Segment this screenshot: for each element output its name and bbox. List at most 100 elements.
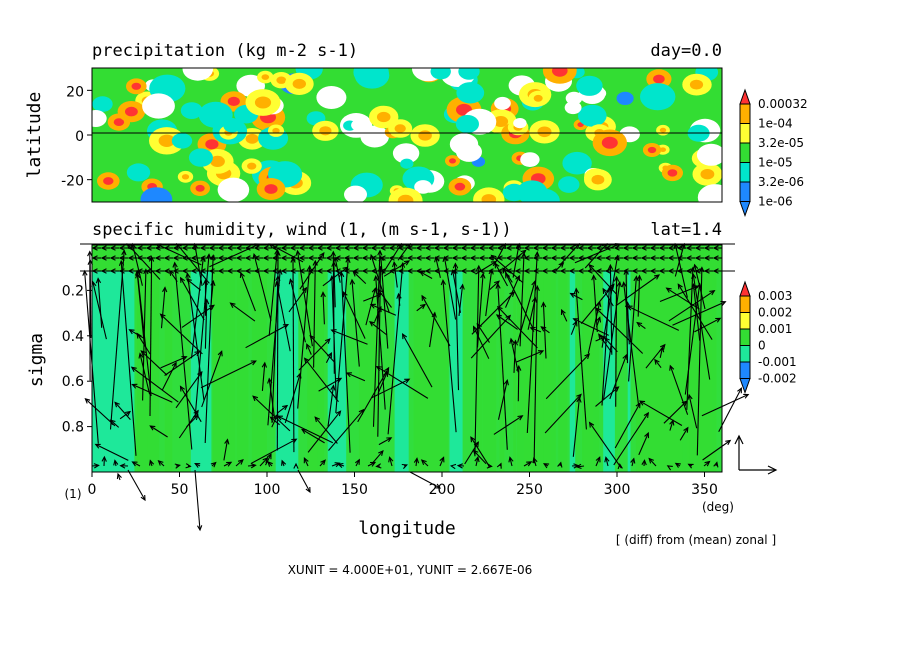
wind-arrow bbox=[253, 245, 263, 251]
precip-legend-level: 3.2e-05 bbox=[758, 136, 804, 150]
wind-arrow bbox=[631, 245, 641, 251]
wind-arrow bbox=[543, 463, 550, 469]
wind-arrow bbox=[369, 303, 397, 316]
wind-arrow bbox=[451, 245, 461, 251]
wind-arrow bbox=[622, 245, 632, 251]
wind-arrow bbox=[352, 255, 362, 261]
wind-arrow bbox=[434, 256, 441, 279]
wind-arrow bbox=[550, 255, 560, 261]
wind-arrow bbox=[702, 439, 732, 461]
humidity-legend-swatch bbox=[739, 295, 751, 313]
precip-blob bbox=[494, 96, 511, 110]
wind-arrow bbox=[343, 245, 353, 251]
wind-arrow bbox=[369, 321, 388, 336]
wind-arrow bbox=[452, 262, 460, 391]
precip-core bbox=[195, 184, 205, 192]
wind-arrow bbox=[433, 245, 443, 251]
precip-core bbox=[113, 118, 125, 126]
precip-core bbox=[591, 174, 605, 185]
humidity-legend-swatch bbox=[739, 361, 751, 379]
humidity-band bbox=[630, 255, 658, 472]
wind-arrow bbox=[114, 401, 131, 420]
precip-blob bbox=[126, 163, 151, 182]
wind-arrow bbox=[172, 255, 182, 261]
wind-arrow bbox=[458, 283, 465, 316]
precip-ytick-label: 20 bbox=[66, 84, 84, 100]
wind-arrow bbox=[687, 463, 694, 469]
wind-arrow bbox=[679, 426, 689, 441]
humidity-xtick-label: 100 bbox=[254, 482, 281, 498]
wind-arrow bbox=[280, 245, 290, 251]
wind-arrow bbox=[460, 255, 470, 261]
wind-arrow bbox=[497, 379, 509, 420]
wind-arrow bbox=[523, 461, 533, 467]
wind-arrow bbox=[175, 370, 203, 409]
wind-arrow bbox=[694, 255, 704, 261]
precip-blob bbox=[430, 68, 451, 80]
wind-arrow bbox=[95, 277, 103, 328]
wind-arrow bbox=[201, 350, 223, 408]
wind-arrow bbox=[614, 402, 641, 449]
precip-core bbox=[659, 127, 667, 133]
wind-arrow bbox=[595, 386, 620, 407]
precip-blob bbox=[360, 125, 390, 148]
wind-arrow bbox=[235, 245, 245, 251]
wind-arrow bbox=[523, 255, 533, 261]
wind-arrow bbox=[658, 255, 668, 261]
wind-arrow bbox=[251, 438, 298, 464]
precip-core bbox=[601, 136, 618, 149]
precip-legend-level: 1e-05 bbox=[758, 156, 793, 170]
wind-arrow bbox=[636, 274, 643, 317]
precip-blob bbox=[92, 110, 107, 127]
wind-arrow bbox=[636, 321, 646, 330]
wind-arrow bbox=[330, 329, 368, 345]
wind-arrow bbox=[365, 287, 377, 326]
wind-arrow bbox=[149, 459, 155, 467]
precip-core bbox=[124, 106, 138, 117]
humidity-band bbox=[307, 255, 328, 472]
wind-arrow bbox=[138, 352, 151, 395]
wind-arrow bbox=[577, 245, 587, 251]
precip-day-label: day=0.0 bbox=[650, 41, 722, 61]
wind-arrow bbox=[669, 364, 689, 415]
wind-arrow bbox=[91, 463, 100, 469]
wind-arrow bbox=[496, 462, 502, 469]
wind-arrow bbox=[109, 245, 119, 251]
wind-arrow bbox=[333, 256, 341, 283]
wind-arrow bbox=[687, 393, 698, 429]
wind-arrow bbox=[575, 463, 585, 470]
wind-arrow bbox=[293, 462, 299, 469]
humidity-ytick-label: 0.4 bbox=[62, 329, 84, 345]
wind-arrow bbox=[118, 245, 128, 251]
wind-arrow bbox=[200, 360, 257, 389]
wind-arrow bbox=[113, 459, 119, 467]
wind-arrow bbox=[415, 255, 425, 261]
wind-arrow bbox=[357, 366, 390, 423]
humidity-y-axis: 0.2 0.4 0.6 0.8 bbox=[62, 283, 92, 436]
wind-arrow bbox=[712, 245, 722, 251]
wind-arrow bbox=[145, 245, 155, 251]
precip-blob bbox=[198, 101, 233, 128]
wind-arrow bbox=[630, 457, 636, 467]
humidity-legend-level: 0.001 bbox=[758, 322, 792, 336]
wind-arrow bbox=[474, 264, 482, 457]
wind-arrow bbox=[559, 255, 569, 261]
precip-blob bbox=[400, 158, 414, 169]
precip-blob bbox=[92, 96, 113, 112]
wind-arrow bbox=[523, 245, 533, 251]
wind-arrow bbox=[269, 416, 280, 426]
wind-arrow bbox=[654, 358, 662, 369]
wind-arrow bbox=[202, 278, 209, 316]
wind-arrow bbox=[159, 313, 203, 355]
wind-arrow bbox=[469, 245, 479, 251]
wind-arrow bbox=[136, 245, 146, 251]
wind-arrow bbox=[223, 461, 233, 467]
precip-blob bbox=[516, 180, 548, 202]
wind-arrow bbox=[109, 419, 120, 428]
wind-arrow bbox=[649, 245, 659, 251]
precip-core bbox=[552, 68, 568, 77]
wind-arrow bbox=[204, 298, 210, 349]
precip-blob bbox=[558, 176, 580, 193]
wind-arrow bbox=[496, 305, 538, 349]
wind-arrow bbox=[378, 437, 393, 446]
